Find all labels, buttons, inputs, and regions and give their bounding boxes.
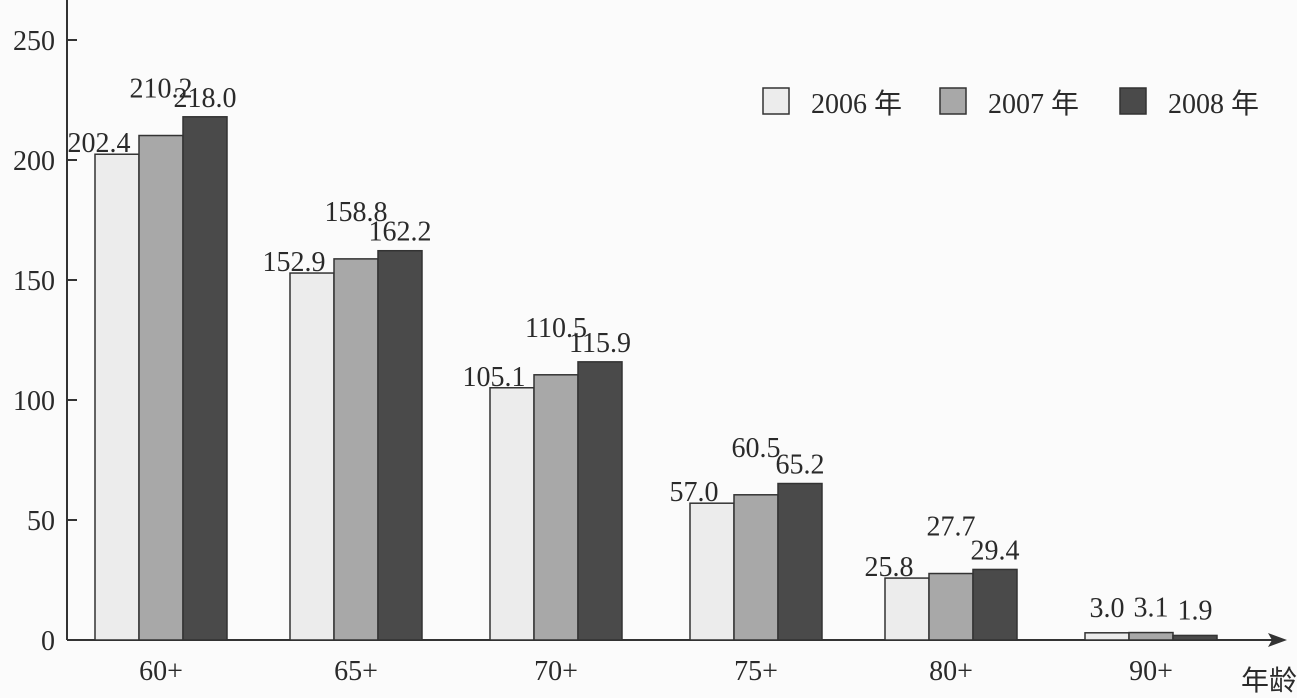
- bar-90+-1: [1128, 631, 1174, 641]
- data-label: 57.0: [670, 477, 719, 508]
- bar-90+-0: [1084, 632, 1130, 641]
- data-label: 1.9: [1178, 595, 1213, 626]
- bar-70+-2: [577, 361, 623, 641]
- data-label: 158.8: [325, 197, 388, 228]
- data-label: 110.5: [525, 313, 587, 344]
- bar-80+-1: [928, 572, 974, 641]
- data-label: 152.9: [263, 247, 326, 278]
- data-label: 65.2: [776, 450, 825, 481]
- y-tick-label: 0: [41, 626, 55, 657]
- legend-label: 2007 年: [988, 88, 1079, 120]
- bar-75+-1: [733, 494, 779, 641]
- y-tick-label: 250: [13, 26, 55, 57]
- bar-80+-2: [972, 568, 1018, 641]
- bar-70+-1: [533, 374, 579, 641]
- legend-swatch: [762, 87, 790, 115]
- data-label: 202.4: [68, 128, 131, 159]
- x-axis-arrow: [1268, 633, 1287, 647]
- data-label: 162.2: [369, 217, 432, 248]
- x-tick-label: 90+: [1129, 656, 1173, 687]
- x-tick-label: 60+: [139, 656, 183, 687]
- data-label: 105.1: [463, 362, 526, 393]
- legend-swatch: [1119, 87, 1147, 115]
- data-label: 3.1: [1134, 593, 1169, 624]
- x-tick-label: 70+: [534, 656, 578, 687]
- bar-65+-2: [377, 249, 423, 641]
- bar-90+-2: [1172, 634, 1218, 641]
- data-label: 3.0: [1090, 593, 1125, 624]
- data-label: 115.9: [569, 328, 631, 359]
- bar-80+-0: [884, 577, 930, 641]
- data-label: 210.2: [130, 74, 193, 105]
- data-label: 27.7: [927, 512, 976, 543]
- x-axis-label: 年龄: [1241, 665, 1297, 693]
- legend-swatch: [939, 87, 967, 115]
- bar-65+-1: [333, 258, 379, 641]
- bar-65+-0: [289, 272, 335, 641]
- bar-75+-2: [777, 482, 823, 641]
- data-label: 60.5: [732, 433, 781, 464]
- x-tick-label: 80+: [929, 656, 973, 687]
- legend-label: 2006 年: [811, 88, 902, 120]
- y-tick-label: 50: [27, 506, 55, 537]
- legend-label: 2008 年: [1168, 88, 1259, 120]
- y-tick-label: 150: [13, 266, 55, 297]
- data-label: 29.4: [971, 535, 1020, 566]
- data-label: 218.0: [174, 83, 237, 114]
- y-tick-label: 100: [13, 386, 55, 417]
- bar-75+-0: [689, 502, 735, 641]
- y-tick-label: 200: [13, 146, 55, 177]
- bar-60+-1: [138, 134, 184, 641]
- bar-60+-0: [94, 153, 140, 641]
- bar-60+-2: [182, 116, 228, 641]
- bar-70+-0: [489, 387, 535, 641]
- x-tick-label: 65+: [334, 656, 378, 687]
- data-label: 25.8: [865, 552, 914, 583]
- x-tick-label: 75+: [734, 656, 778, 687]
